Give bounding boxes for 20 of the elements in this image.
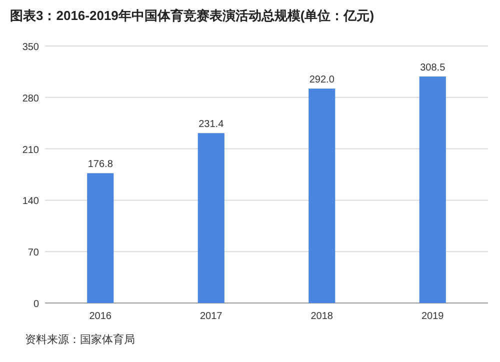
y-tick-label: 140 [22, 196, 40, 208]
data-label: 176.8 [88, 159, 114, 170]
bar [198, 133, 224, 303]
x-tick-label: 2018 [310, 311, 334, 322]
data-label: 292.0 [309, 74, 335, 86]
text: 资料来源：国家体育局 [25, 333, 135, 346]
chart-title: 图表3：2016-2019年中国体育竞赛表演活动总规模(单位：亿元) [10, 8, 374, 23]
x-tick-label: 2016 [89, 311, 112, 322]
data-label: 308.5 [420, 62, 446, 74]
x-tick-label: 2017 [200, 311, 223, 322]
y-tick-label: 210 [22, 144, 40, 156]
bar [419, 76, 446, 303]
bar [87, 173, 114, 303]
data-label: 231.4 [198, 119, 224, 130]
y-tick-label: 0 [33, 299, 40, 310]
y-tick-label: 70 [28, 248, 40, 259]
x-tick-label: 2019 [422, 311, 444, 322]
bar [308, 88, 336, 303]
y-tick-label: 350 [22, 42, 40, 53]
y-tick-label: 280 [22, 93, 40, 104]
